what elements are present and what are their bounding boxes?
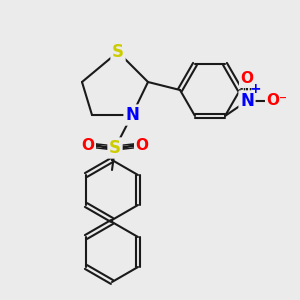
Text: +: + <box>249 82 261 96</box>
Text: O: O <box>82 137 94 152</box>
Text: N: N <box>125 106 139 124</box>
Text: S: S <box>109 139 121 157</box>
Text: O: O <box>241 71 254 86</box>
Text: S: S <box>112 43 124 61</box>
Text: O⁻: O⁻ <box>266 94 287 109</box>
Text: O: O <box>136 137 148 152</box>
Text: N: N <box>240 92 254 110</box>
